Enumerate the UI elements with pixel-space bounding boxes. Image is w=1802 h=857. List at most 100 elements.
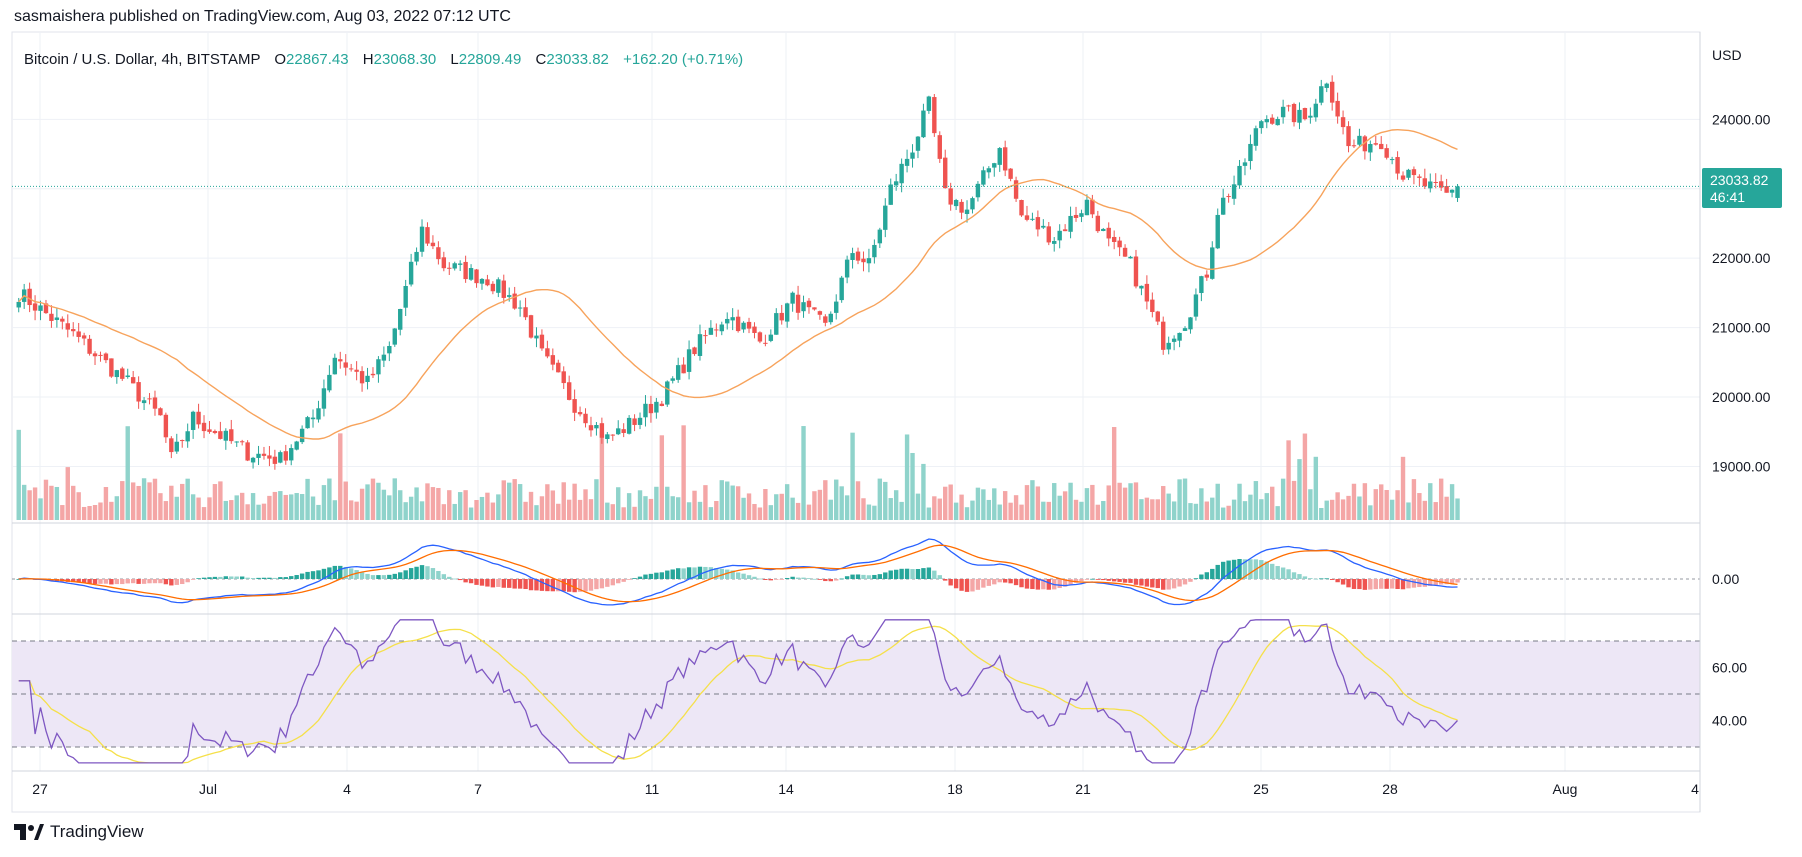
candle-body [997,148,1002,165]
macd-histogram-bar [1340,579,1346,585]
macd-histogram-bar [103,579,109,584]
macd-histogram-bar [185,579,190,583]
volume-bar [1117,482,1122,520]
macd-histogram-bar [1362,579,1368,590]
volume-bar [926,507,932,520]
volume-bar [474,500,479,520]
candle-body [496,279,501,293]
candle-body [332,357,338,375]
candle [975,181,981,202]
candle-body [490,283,496,292]
volume-bar [1095,504,1101,520]
candle [425,222,430,246]
volume-bar [1373,489,1378,520]
macd-histogram-bar [784,577,790,579]
volume-bar [790,497,795,520]
macd-histogram-bar [261,577,267,579]
candlestick-series[interactable] [16,75,1460,470]
volume-bar [49,485,54,520]
macd-histogram-bar [218,576,223,579]
candle [1073,206,1079,222]
candle-body [834,301,839,313]
volume-bar [1084,488,1090,520]
candle-body [1128,256,1133,259]
volume-bar [120,481,125,520]
candle-body [610,434,615,436]
macd-histogram-bar [92,579,98,584]
candle [1079,209,1084,223]
candle [441,251,447,272]
candle [866,248,872,273]
candle-body [1090,199,1095,215]
candle-body [828,313,833,323]
macd-histogram-bar [665,570,670,579]
volume-bar [561,482,566,520]
volume-bar [343,481,348,520]
candle [474,268,479,288]
candle-body [321,388,327,409]
candle [1095,210,1101,233]
macd-histogram-bar [1090,578,1095,580]
volume-bar [850,432,855,520]
macd-histogram-bar [310,571,316,579]
macd-histogram-bar [223,576,229,579]
candle [1379,136,1384,150]
macd-histogram-bar [523,579,528,590]
volume-bar [436,487,441,520]
candle-body [463,261,468,280]
volume-bar [1324,500,1329,520]
volume-bar [1133,482,1139,520]
volume-bar [1406,502,1411,520]
volume-bar [54,486,60,520]
legend-close-label: C [535,51,546,68]
macd-histogram-bar [201,577,207,579]
volume-bar [1313,456,1319,520]
candle [490,281,496,295]
volume-bar [610,504,615,520]
volume-bar [1215,483,1220,520]
price-axis[interactable]: 19000.0020000.0021000.0022000.0023000.00… [1712,111,1771,474]
macd-histogram-bar [616,579,621,584]
macd-histogram-bar [828,579,833,582]
volume-bar [1308,489,1313,520]
macd-histogram-bar [648,573,654,579]
volume-bar [1302,433,1308,520]
macd-histogram-bar [1095,579,1101,580]
macd-histogram-bar [986,579,992,586]
candle-body [1084,199,1090,216]
candle [523,297,528,321]
candle-body [817,311,823,315]
price-tick-label: 20000.00 [1712,389,1771,405]
macd-histogram-bar [1302,576,1308,579]
volume-bar [572,483,577,520]
macd-histogram-bar [517,579,523,589]
candle [1199,275,1204,302]
candle-body [256,453,261,458]
macd-histogram-bar [1368,579,1373,590]
volume-bar [419,501,425,520]
candle-body [218,431,223,439]
volume-bar [430,487,436,520]
candle-body [981,170,986,185]
volume-bar [1161,486,1166,520]
volume-bar [278,491,283,520]
time-axis[interactable]: 27 Jul 4 7 11 14 18 21 25 28 Aug 4 [32,781,1699,797]
footer-brand[interactable]: TradingView [14,822,144,842]
candle [376,356,381,383]
volume-bar [376,482,381,520]
volume-bar [1073,499,1079,520]
candle [1144,275,1150,310]
volume-bar [588,499,594,520]
candle-body [1335,100,1340,117]
macd-histogram-bar [774,579,779,580]
candle [1237,159,1242,189]
macd-histogram-bar [1079,579,1084,582]
volume-bar [1079,501,1084,520]
candle [572,389,577,422]
macd-histogram-bar [812,578,817,580]
volume-bar [1449,484,1455,520]
macd-histogram-bar [599,579,605,589]
volume-bar [354,501,359,520]
macd-histogram-bar [76,579,81,583]
